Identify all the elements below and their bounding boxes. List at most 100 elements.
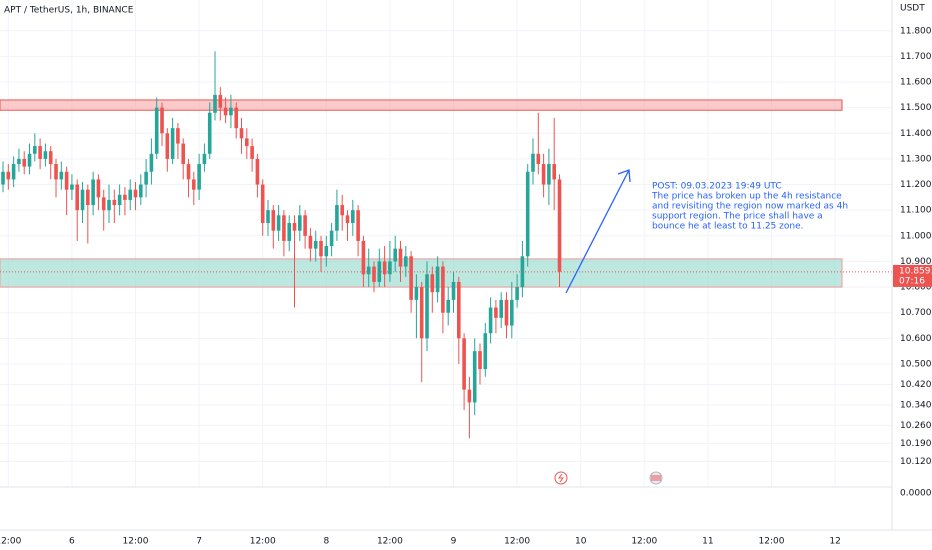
candle-body (531, 153, 535, 172)
annotation-line: POST: 09.03.2023 19:49 UTC (652, 182, 782, 192)
candle-body (229, 107, 233, 116)
candle-body (112, 199, 117, 206)
candle-body (11, 164, 16, 180)
candle-body (510, 299, 514, 326)
candle-body (451, 281, 456, 300)
x-tick-label: 8 (323, 537, 329, 547)
y-tick-label: 11.0000 (900, 231, 932, 241)
candle-body (192, 179, 196, 190)
candle-body (287, 222, 292, 241)
candle-body (123, 194, 127, 200)
flag-icon[interactable] (649, 471, 663, 485)
candle-body (324, 246, 329, 257)
candles (0, 51, 892, 439)
candle-body (404, 256, 408, 267)
candle-body (552, 164, 557, 180)
candle-body (75, 184, 80, 211)
candle-body (409, 256, 413, 300)
candle-body (181, 143, 186, 165)
zones (0, 99, 843, 288)
candle-body (54, 164, 58, 180)
candle-body (499, 299, 504, 318)
candle-body (303, 215, 307, 236)
candle-body (340, 205, 345, 216)
x-tick-label: 12:00 (0, 537, 22, 547)
candle-body (91, 179, 95, 206)
candle-body (197, 164, 201, 190)
candle-body (313, 240, 318, 249)
candle-body (298, 215, 302, 231)
x-tick-label: 12:00 (631, 537, 657, 547)
candle-body (547, 164, 551, 185)
candle-body (541, 164, 546, 185)
x-tick-label: 12:00 (123, 537, 149, 547)
y-tick-label: 10.4200 (900, 380, 932, 390)
candle-body (27, 153, 32, 167)
y-tick-label: 11.8000 (900, 26, 932, 36)
candle-body (361, 240, 366, 275)
candle-body (483, 333, 488, 370)
y-tick-label: 11.5000 (900, 103, 932, 113)
candle-body (472, 351, 477, 403)
candle-body (154, 107, 159, 154)
candle-body (43, 151, 48, 159)
y-tick-label: 11.4000 (900, 129, 932, 139)
x-tick-label: 12:00 (759, 537, 785, 547)
price-tag-countdown: 07:16 (899, 276, 925, 286)
y-tick-label: 10.9000 (900, 257, 932, 267)
candle-body (133, 189, 138, 198)
y-tick-label: 11.7000 (900, 52, 932, 62)
candle-body (139, 184, 143, 198)
annotation: POST: 09.03.2023 19:49 UTC The price has… (651, 182, 848, 232)
x-tick-label: 12 (829, 537, 840, 547)
candle-body (494, 307, 498, 318)
candle-body (17, 158, 21, 165)
candle-body (202, 153, 207, 165)
price-tag (893, 264, 932, 287)
candle-body (239, 128, 244, 139)
y-tick-label: 10.6000 (900, 334, 932, 344)
candle-body (292, 222, 297, 231)
x-tick-label: 11 (702, 537, 713, 547)
candle-body (33, 146, 37, 154)
y-tick-label: 11.2000 (900, 180, 932, 190)
candle-body (213, 94, 217, 113)
x-tick-label: 10 (575, 537, 587, 547)
axis-unit: USDT (900, 4, 925, 14)
candle-body (160, 107, 164, 134)
candle-body (356, 210, 360, 241)
annotation-line: The price has broken up the 4h resistanc… (651, 192, 842, 202)
candle-body (345, 215, 350, 223)
candle-body (308, 235, 313, 249)
candle-body (351, 210, 355, 223)
candle-body (186, 164, 191, 180)
y-tick-label: 10.8000 (900, 283, 932, 293)
icon-glyph (651, 475, 661, 481)
candle-body (22, 158, 27, 167)
event-icon[interactable] (554, 471, 568, 485)
candle-body (48, 151, 53, 165)
candle-body (234, 107, 239, 129)
candle-body (557, 179, 562, 272)
candle-body (366, 266, 371, 275)
candle-body (462, 338, 466, 390)
price-tag-label: 10.8591 (899, 266, 932, 276)
candle-body (86, 189, 90, 206)
candle-body (276, 215, 281, 231)
candle-body (441, 266, 445, 313)
x-tick-label: 6 (69, 537, 75, 547)
candle-body (223, 107, 228, 116)
x-tick-label: 12:00 (504, 537, 530, 547)
candle-body (80, 189, 85, 211)
candle-body (245, 138, 249, 147)
candle-body (149, 153, 154, 172)
candle-body (414, 287, 419, 300)
candle-body (176, 128, 180, 144)
candle-body (218, 94, 223, 108)
y-tick-label: 11.6000 (900, 78, 932, 88)
candle-body (250, 146, 254, 159)
x-tick-label: 12:00 (377, 537, 403, 547)
y-tick-label: 11.3000 (900, 154, 932, 164)
candle-body (38, 146, 42, 159)
